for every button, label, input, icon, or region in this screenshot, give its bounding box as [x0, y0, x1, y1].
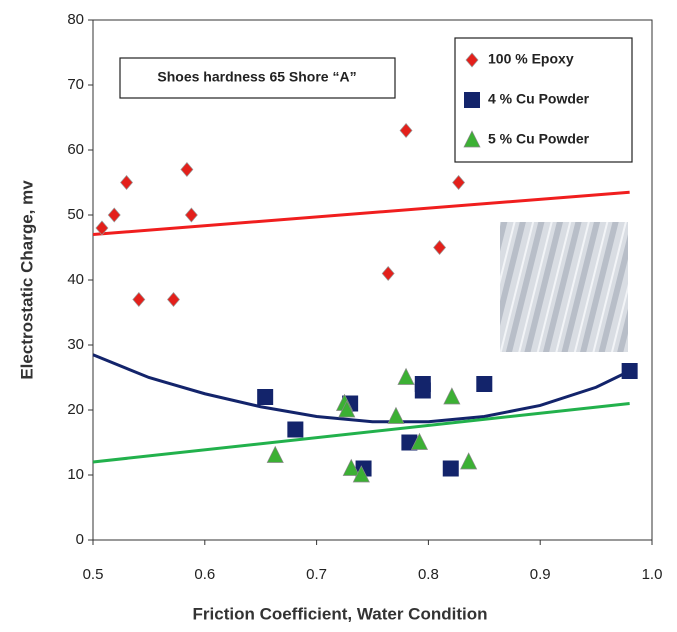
trend-line — [92, 402, 630, 464]
point — [287, 421, 304, 438]
point — [342, 458, 360, 476]
legend-label: 100 % Epoxy — [488, 51, 574, 67]
point — [387, 406, 405, 424]
legend-box — [454, 37, 633, 163]
point — [397, 367, 415, 385]
x-tick-label: 0.6 — [194, 566, 215, 583]
point — [167, 291, 180, 308]
x-tick-label: 1.0 — [642, 566, 663, 583]
point — [433, 239, 447, 256]
point — [107, 207, 121, 223]
y-tick-label: 50 — [67, 206, 84, 223]
x-axis-title: Friction Coefficient, Water Condition — [193, 604, 488, 623]
point — [120, 174, 134, 191]
point — [257, 389, 274, 405]
point — [443, 387, 461, 405]
point — [184, 207, 198, 223]
point — [95, 220, 109, 236]
x-tick-label: 0.7 — [306, 566, 327, 583]
x-tick-label: 0.8 — [418, 566, 439, 583]
annotation-box — [119, 57, 396, 99]
trend-line — [92, 353, 631, 424]
point — [352, 465, 370, 483]
point — [266, 445, 284, 463]
y-tick-label: 20 — [67, 401, 84, 418]
point — [410, 432, 429, 450]
point — [381, 265, 395, 282]
point — [476, 376, 493, 392]
point — [414, 382, 431, 399]
annotation: Shoes hardness 65 Shore “A” — [157, 69, 356, 85]
legend-label: 5 % Cu Powder — [488, 131, 590, 147]
point — [132, 291, 146, 308]
y-axis-title: Electrostatic Charge, mv — [17, 180, 36, 380]
inset-photo — [500, 222, 628, 352]
legend-marker — [463, 130, 481, 148]
point — [338, 400, 356, 418]
point — [460, 452, 478, 470]
point — [452, 174, 466, 191]
legend-marker — [465, 52, 479, 68]
point — [442, 460, 459, 477]
x-tick-label: 0.9 — [530, 566, 551, 583]
y-tick-label: 40 — [67, 271, 84, 288]
x-tick-label: 0.5 — [83, 566, 104, 583]
point — [621, 363, 638, 379]
y-tick-label: 60 — [67, 141, 84, 158]
legend-label: 4 % Cu Powder — [488, 91, 590, 107]
y-tick-label: 70 — [67, 76, 84, 93]
legend-marker — [464, 92, 480, 108]
y-tick-label: 0 — [76, 531, 84, 548]
point — [180, 161, 194, 178]
y-tick-label: 80 — [67, 11, 84, 28]
point — [399, 122, 413, 139]
y-tick-label: 30 — [67, 336, 84, 353]
y-tick-label: 10 — [67, 466, 84, 483]
trend-line — [92, 190, 630, 236]
